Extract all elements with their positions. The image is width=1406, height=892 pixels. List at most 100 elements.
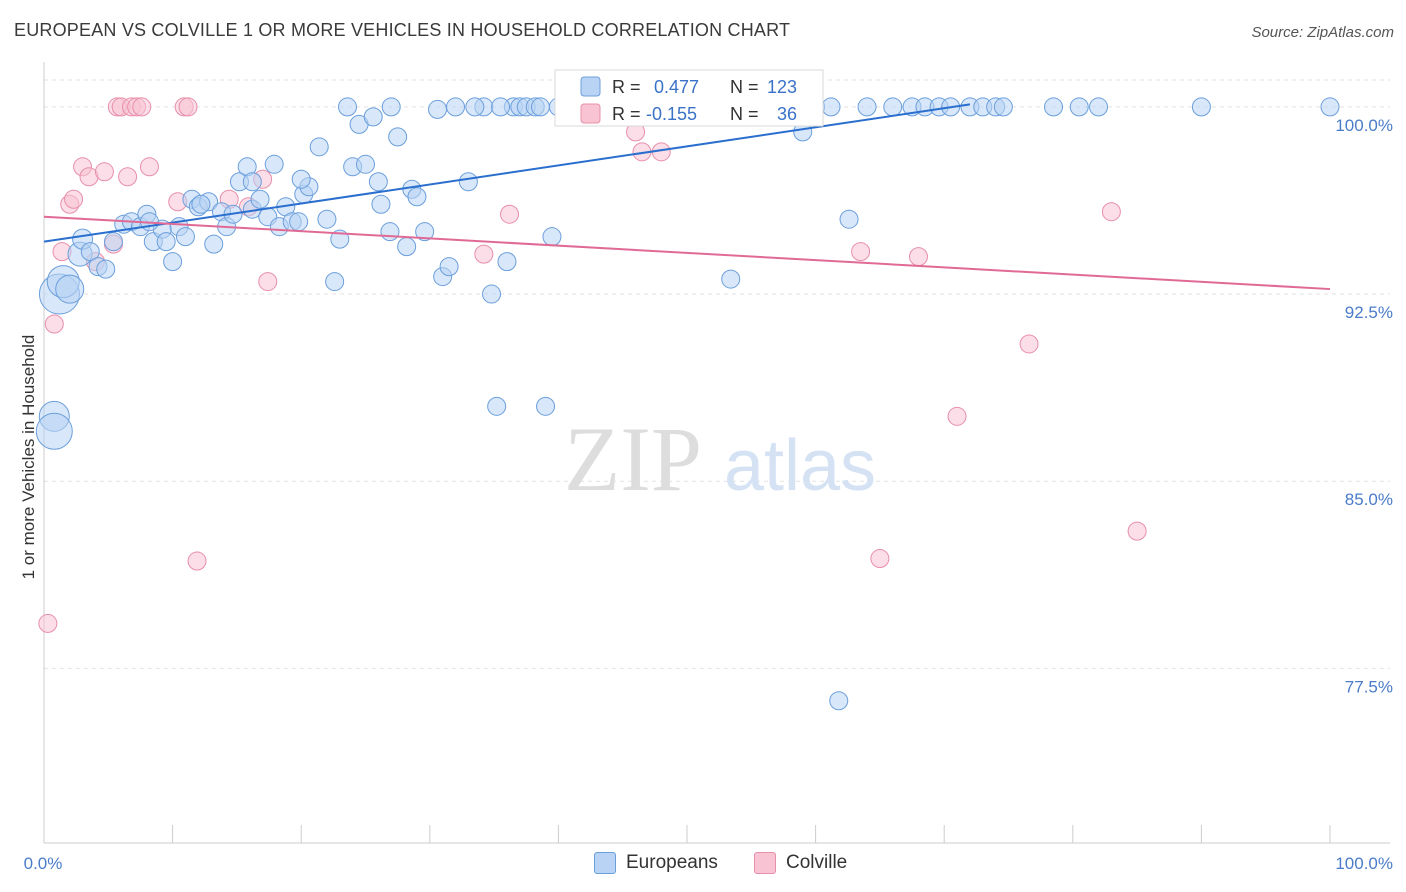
stats-legend: R = 0.477 N = 123 R = -0.155 N = 36 <box>554 69 824 127</box>
data-point <box>156 232 176 252</box>
data-point <box>491 97 511 117</box>
colville-points <box>38 97 1147 633</box>
trend-line <box>43 103 971 243</box>
data-point <box>446 97 466 117</box>
data-point <box>497 252 517 272</box>
data-point <box>851 242 871 262</box>
data-point <box>139 157 159 177</box>
y-axis-label: 1 or more Vehicles in Household <box>19 335 38 580</box>
data-point <box>363 107 383 127</box>
legend-swatch-icon <box>594 852 616 874</box>
data-point <box>163 252 183 272</box>
y-tick-label: 85.0% <box>1345 490 1393 509</box>
data-point <box>35 412 73 450</box>
data-point <box>38 613 58 633</box>
data-point <box>542 227 562 247</box>
data-point <box>381 97 401 117</box>
data-point <box>44 314 64 334</box>
data-point <box>530 97 550 117</box>
data-point <box>839 209 859 229</box>
data-point <box>258 272 278 292</box>
data-point <box>191 194 211 214</box>
chart-title: EUROPEAN VS COLVILLE 1 OR MORE VEHICLES … <box>14 20 791 40</box>
source-label: Source: ZipAtlas.com <box>1251 24 1394 41</box>
data-point <box>1101 202 1121 222</box>
data-point <box>118 167 138 187</box>
legend-item-europeans: Europeans <box>594 852 718 874</box>
watermark: ZIP atlas <box>564 408 876 510</box>
data-point <box>1320 97 1340 117</box>
legend-n-value-2: 36 <box>777 104 797 124</box>
data-point <box>132 97 152 117</box>
data-point <box>80 242 100 262</box>
data-point <box>1191 97 1211 117</box>
data-point <box>1019 334 1039 354</box>
data-point <box>487 396 507 416</box>
data-point <box>317 209 337 229</box>
data-point <box>908 247 928 267</box>
legend-n-label-1: N = <box>730 77 759 97</box>
data-point <box>829 691 849 711</box>
data-point <box>482 284 502 304</box>
data-point <box>1127 521 1147 541</box>
data-point <box>536 396 556 416</box>
data-point <box>1044 97 1064 117</box>
data-point <box>500 204 520 224</box>
x-tick-labels: 0.0% 100.0% <box>24 854 1393 873</box>
data-point <box>397 237 417 257</box>
data-point <box>55 274 85 304</box>
legend-r-value-2: -0.155 <box>646 104 697 124</box>
legend-r-label-2: R = <box>612 104 641 124</box>
data-point <box>380 222 400 242</box>
x-tick-label: 100.0% <box>1335 854 1393 873</box>
trend-lines <box>43 103 1331 291</box>
data-point <box>291 169 311 189</box>
data-point <box>474 244 494 264</box>
data-point <box>857 97 877 117</box>
y-tick-label: 92.5% <box>1345 303 1393 322</box>
data-point <box>870 549 890 569</box>
trend-line <box>43 215 1331 291</box>
y-tick-label: 100.0% <box>1335 116 1393 135</box>
data-point <box>821 97 841 117</box>
data-point <box>337 97 357 117</box>
data-point <box>103 232 123 252</box>
data-point <box>175 227 195 247</box>
data-point <box>993 97 1013 117</box>
y-tick-label: 77.5% <box>1345 677 1393 696</box>
watermark-atlas: atlas <box>724 426 876 506</box>
data-point <box>458 172 478 192</box>
data-point <box>94 162 114 182</box>
legend-swatch-colville <box>580 103 601 124</box>
data-point <box>309 137 329 157</box>
data-point <box>721 269 741 289</box>
legend-label-colville: Colville <box>786 852 848 873</box>
data-point <box>1069 97 1089 117</box>
data-point <box>242 172 262 192</box>
data-point <box>368 172 388 192</box>
data-point <box>356 154 375 174</box>
y-tick-labels: 77.5% 85.0% 92.5% 100.0% <box>1335 116 1393 696</box>
data-point <box>465 97 485 117</box>
legend-r-label-1: R = <box>612 77 641 97</box>
legend-n-value-1: 123 <box>767 77 797 97</box>
data-point <box>428 99 448 119</box>
data-point <box>204 234 224 254</box>
data-point <box>325 272 345 292</box>
bottom-legend: Europeans Colville <box>0 850 1406 880</box>
data-point <box>289 212 309 232</box>
data-point <box>187 551 207 571</box>
axes <box>43 62 1390 844</box>
data-point <box>439 257 459 277</box>
legend-r-value-1: 0.477 <box>654 77 699 97</box>
data-point <box>250 189 270 209</box>
legend-label-europeans: Europeans <box>626 852 718 873</box>
x-tick-label: 0.0% <box>24 854 63 873</box>
data-point <box>1089 97 1109 117</box>
data-point <box>388 127 408 147</box>
data-point <box>883 97 903 117</box>
watermark-zip: ZIP <box>564 408 702 510</box>
legend-item-colville: Colville <box>754 852 847 874</box>
data-point <box>415 222 435 242</box>
